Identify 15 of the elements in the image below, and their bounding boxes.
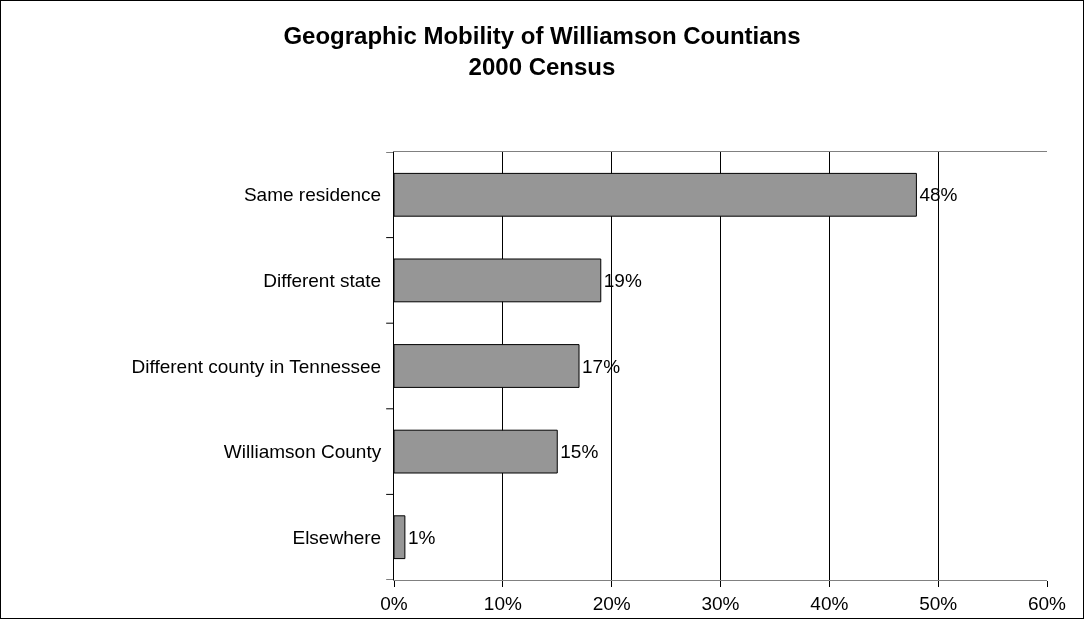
- x-tick-label: 30%: [701, 592, 740, 614]
- x-tick-label: 50%: [919, 592, 958, 614]
- y-tick-label: Elsewhere: [292, 526, 382, 548]
- x-tick-label: 10%: [483, 592, 522, 614]
- x-tick-label: 40%: [810, 592, 849, 614]
- x-tick-label: 20%: [592, 592, 631, 614]
- x-tick-label: 60%: [1027, 592, 1067, 614]
- y-tick-label: Different county in Tennessee: [131, 355, 382, 377]
- x-tick-label: 0%: [380, 592, 408, 614]
- chart-title: Geographic Mobility of Williamson Countians 2000 Census: [283, 22, 801, 81]
- y-tick-label: Different state: [263, 270, 382, 292]
- y-tick-label: Same residence: [243, 184, 382, 206]
- y-tick-label: Williamson County: [223, 441, 382, 463]
- data-label: 1%: [407, 526, 436, 548]
- data-label: 15%: [560, 441, 599, 463]
